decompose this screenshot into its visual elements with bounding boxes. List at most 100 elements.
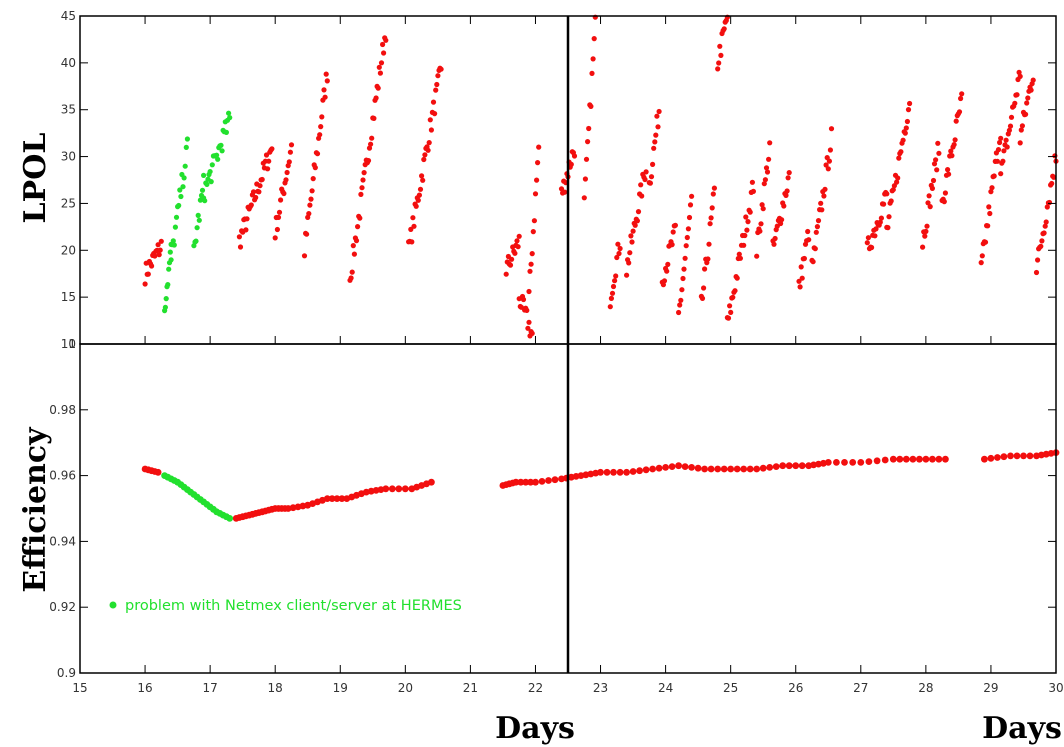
lpol-point	[734, 275, 740, 281]
lpol-point	[307, 202, 313, 208]
lpol-point	[785, 175, 791, 181]
lpol-point	[1041, 230, 1047, 236]
lpol-point	[894, 179, 900, 185]
lpol-point	[629, 239, 635, 245]
efficiency-point	[889, 455, 897, 463]
lpol-point	[158, 238, 164, 244]
lpol-point	[927, 204, 933, 210]
lpol-point	[309, 188, 315, 194]
lpol-point	[628, 233, 634, 239]
lpol-point	[728, 309, 734, 315]
x-axis-label: Days	[495, 711, 575, 746]
lpol-point	[638, 182, 644, 188]
lpol-point	[1001, 148, 1007, 154]
lpol-point	[680, 275, 686, 282]
lpol-point	[214, 152, 220, 158]
lpol-point	[682, 255, 688, 261]
lpol-point	[172, 224, 178, 230]
lpol-point	[534, 177, 540, 183]
lpol-point	[935, 140, 941, 146]
lpol-point	[815, 218, 822, 224]
lpol-point	[318, 124, 324, 130]
lpol-point	[805, 228, 811, 235]
lpol-point	[650, 161, 656, 167]
lpol-point	[988, 189, 994, 195]
lpol-point	[532, 191, 539, 197]
lpol-point	[653, 132, 659, 138]
lpol-point	[202, 198, 208, 204]
lpol-point	[257, 183, 263, 189]
lpol-point	[199, 187, 206, 193]
efficiency-point	[922, 455, 930, 463]
lpol-point	[163, 296, 169, 302]
lpol-point	[989, 185, 995, 191]
lpol-point	[772, 235, 778, 242]
lpol-point	[684, 234, 690, 241]
lpol-point	[1007, 123, 1014, 129]
lpol-point	[503, 271, 509, 277]
lpol-point	[634, 218, 641, 224]
lpol-point	[725, 315, 732, 321]
lpol-point	[591, 36, 597, 42]
lpol-point	[730, 294, 736, 300]
lpol-point	[215, 156, 221, 162]
lpol-point	[669, 242, 675, 248]
efficiency-point	[610, 468, 617, 476]
efficiency-point	[1000, 453, 1008, 461]
lpol-point	[985, 223, 991, 229]
lpol-point	[411, 223, 417, 229]
lpol-point	[942, 190, 949, 196]
lpol-point	[885, 225, 891, 231]
lpol-point	[515, 244, 521, 250]
lpol-point	[433, 87, 439, 93]
efficiency-point	[865, 458, 873, 465]
lpol-point	[359, 185, 365, 191]
efficiency-point	[707, 465, 715, 473]
lpol-point	[287, 149, 293, 155]
efficiency-point	[532, 478, 539, 486]
efficiency-point	[759, 464, 767, 472]
lpol-point	[654, 113, 660, 119]
lpol-point	[934, 167, 940, 173]
efficiency-point	[681, 463, 689, 470]
lpol-y-label: LPOL	[18, 133, 53, 224]
lpol-point	[822, 186, 828, 192]
lpol-point	[195, 212, 201, 218]
lpol-point	[274, 226, 280, 233]
efficiency-point	[727, 465, 735, 473]
lpol-point	[253, 194, 259, 201]
lpol-point	[419, 173, 425, 179]
lpol-point	[1033, 269, 1040, 276]
efficiency-point	[994, 454, 1001, 461]
lpol-y-tick-label: 40	[61, 56, 76, 70]
lpol-point	[381, 50, 387, 56]
lpol-point	[998, 171, 1004, 177]
x-tick-label: 25	[723, 681, 738, 695]
efficiency-point	[1026, 452, 1034, 460]
lpol-point	[360, 177, 366, 183]
lpol-point	[365, 158, 372, 164]
lpol-point	[1049, 180, 1055, 187]
lpol-point	[371, 115, 377, 121]
lpol-points	[142, 14, 1059, 339]
legend-label: problem with Netmex client/server at HER…	[125, 598, 462, 614]
lpol-point	[710, 191, 716, 197]
lpol-point	[1035, 257, 1041, 263]
lpol-point	[173, 214, 180, 220]
lpol-point	[514, 238, 520, 244]
lpol-point	[821, 193, 827, 199]
efficiency-point	[338, 495, 346, 502]
lpol-point	[324, 78, 330, 84]
efficiency-point	[720, 465, 728, 473]
lpol-point	[201, 172, 207, 178]
lpol-point	[512, 250, 518, 256]
lpol-point	[702, 266, 708, 272]
lpol-point	[568, 161, 574, 167]
efficiency-point	[395, 485, 403, 493]
lpol-point	[786, 170, 792, 176]
lpol-point	[643, 169, 649, 175]
lpol-point	[357, 215, 363, 221]
lpol-point	[589, 70, 595, 76]
lpol-point	[826, 158, 833, 164]
lpol-point	[881, 201, 887, 207]
